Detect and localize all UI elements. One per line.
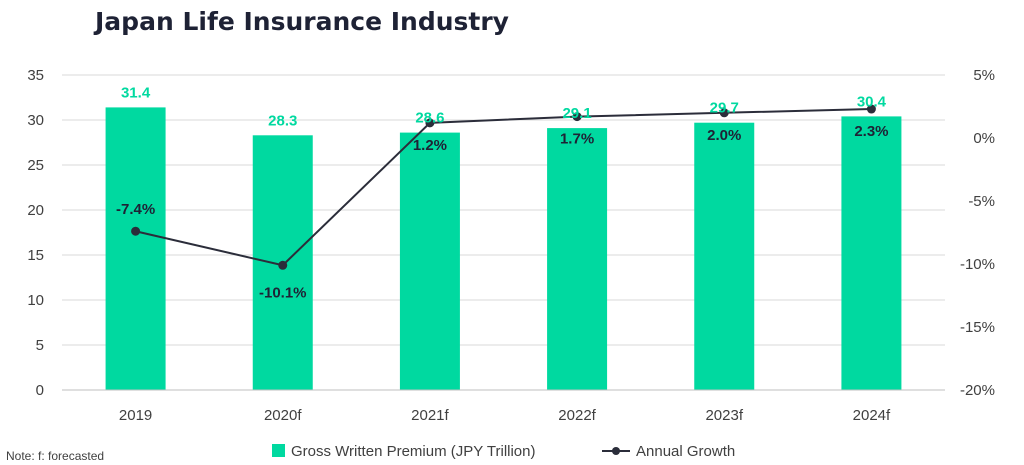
growth-value-label: -7.4% xyxy=(116,201,155,218)
bar-value-label: 28.6 xyxy=(415,110,444,127)
bar xyxy=(399,132,460,390)
chart-title: Japan Life Insurance Industry xyxy=(93,7,509,36)
bar-value-label: 28.3 xyxy=(268,112,297,129)
left-tick-label: 35 xyxy=(27,67,44,84)
x-tick-label: 2024f xyxy=(853,407,891,424)
legend-bar-label: Gross Written Premium (JPY Trillion) xyxy=(291,443,536,460)
x-tick-label: 2021f xyxy=(411,407,449,424)
footnote: Note: f: forecasted xyxy=(6,449,104,463)
growth-value-label: 2.3% xyxy=(854,123,888,140)
right-tick-label: 5% xyxy=(973,67,995,84)
legend-line-label: Annual Growth xyxy=(636,443,735,460)
bar-value-label: 29.7 xyxy=(710,100,739,117)
bar xyxy=(694,122,755,390)
growth-point xyxy=(719,108,729,118)
left-tick-label: 30 xyxy=(27,112,44,129)
right-tick-label: -20% xyxy=(960,382,995,399)
bar xyxy=(547,128,608,390)
left-tick-label: 5 xyxy=(36,337,44,354)
bars xyxy=(105,107,902,391)
bar-value-label: 29.1 xyxy=(562,105,591,122)
x-tick-label: 2022f xyxy=(558,407,596,424)
right-tick-label: -15% xyxy=(960,319,995,336)
x-tick-label: 2019 xyxy=(119,407,152,424)
bar-value-label: 31.4 xyxy=(121,84,151,101)
growth-value-label: -10.1% xyxy=(259,284,307,301)
legend: Gross Written Premium (JPY Trillion) Ann… xyxy=(272,443,735,460)
growth-point xyxy=(278,260,288,270)
growth-point xyxy=(131,226,141,236)
left-tick-label: 25 xyxy=(27,157,44,174)
growth-line xyxy=(131,104,876,270)
growth-value-label: 2.0% xyxy=(707,127,741,144)
growth-point xyxy=(572,112,582,122)
growth-line-path xyxy=(135,108,872,267)
legend-line-marker xyxy=(612,447,620,455)
right-axis: -20% -15% -10% -5% 0% 5% xyxy=(960,67,995,399)
bar-value-label: 30.4 xyxy=(857,93,887,110)
left-tick-label: 10 xyxy=(27,292,44,309)
right-tick-label: -5% xyxy=(968,193,995,210)
left-tick-label: 15 xyxy=(27,247,44,264)
bar xyxy=(841,116,902,391)
right-tick-label: -10% xyxy=(960,256,995,273)
data-labels: 31.4 28.3 28.6 29.1 29.7 30.4 -7.4% -10.1% 1.2% 1… xyxy=(116,84,889,301)
growth-point xyxy=(866,104,876,114)
growth-value-label: 1.2% xyxy=(413,137,447,154)
x-axis: 2019 2020f 2021f 2022f 2023f 2024f xyxy=(62,389,945,424)
x-tick-label: 2023f xyxy=(705,407,743,424)
gridlines xyxy=(62,74,945,346)
legend-bar-swatch xyxy=(272,444,285,457)
x-tick-label: 2020f xyxy=(264,407,302,424)
left-tick-label: 0 xyxy=(36,382,44,399)
growth-point xyxy=(425,118,435,128)
bar xyxy=(105,107,166,391)
left-axis: 0 5 10 15 20 25 30 35 xyxy=(27,67,44,399)
right-tick-label: 0% xyxy=(973,130,995,147)
left-tick-label: 20 xyxy=(27,202,44,219)
growth-value-label: 1.7% xyxy=(560,131,594,148)
